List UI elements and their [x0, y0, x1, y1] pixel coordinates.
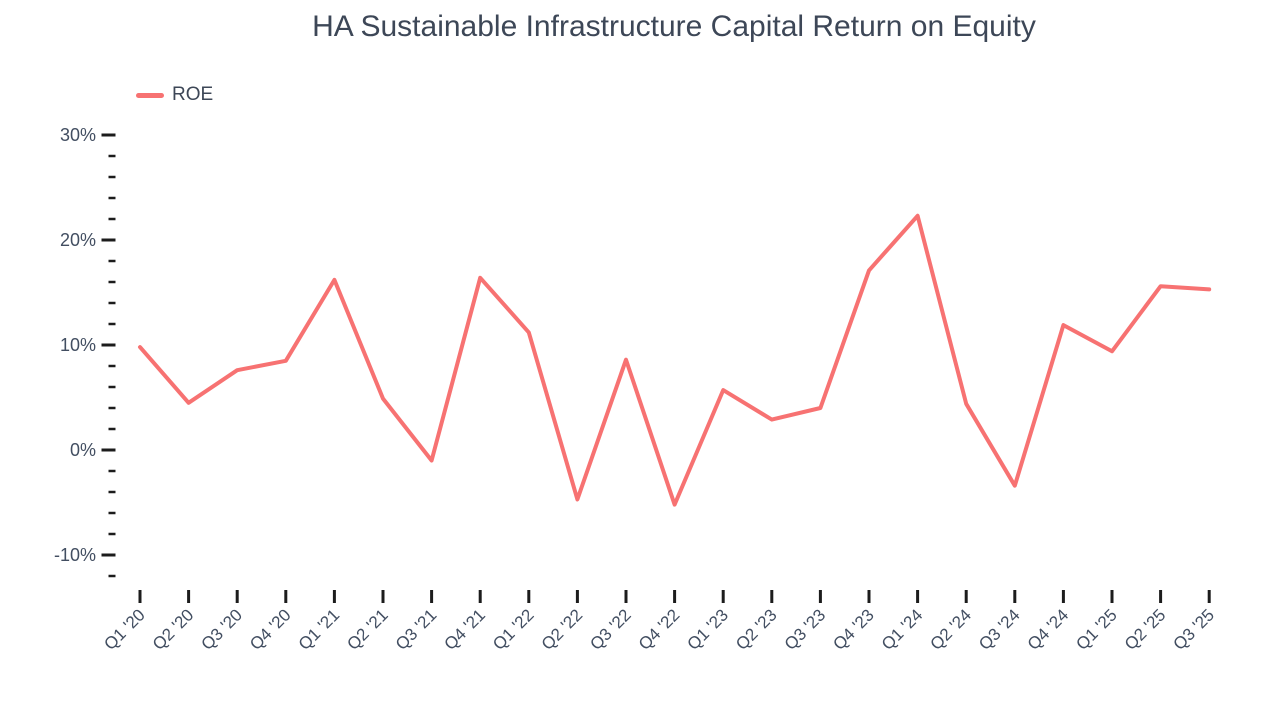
y-axis-tick-label: 20%	[60, 230, 96, 250]
x-axis-tick-label: Q1 '22	[489, 605, 537, 653]
x-axis-tick-label: Q3 '22	[586, 605, 634, 653]
roe-line-series	[138, 213, 1212, 507]
y-axis-tick-label: 0%	[70, 440, 96, 460]
x-axis-tick-label: Q4 '24	[1024, 605, 1072, 653]
x-axis-tick-label: Q3 '21	[392, 605, 440, 653]
x-axis-tick-label: Q2 '20	[149, 605, 197, 653]
x-axis-tick-label: Q1 '24	[878, 605, 926, 653]
x-axis-tick-label: Q4 '23	[829, 605, 877, 653]
x-axis-tick-label: Q4 '21	[441, 605, 489, 653]
x-axis-tick-label: Q3 '24	[975, 605, 1023, 653]
x-axis-tick-label: Q3 '25	[1170, 605, 1218, 653]
x-axis-tick-label: Q3 '20	[198, 605, 246, 653]
roe-legend-swatch-icon	[136, 92, 164, 98]
x-axis-tick-label: Q1 '25	[1072, 605, 1120, 653]
x-axis-tick-label: Q2 '25	[1121, 605, 1169, 653]
x-axis-tick-label: Q1 '21	[295, 605, 343, 653]
y-axis-tick-label: -10%	[54, 545, 96, 565]
x-axis-tick-label: Q2 '24	[927, 605, 975, 653]
y-axis-tick-label: 10%	[60, 335, 96, 355]
x-axis-tick-label: Q3 '23	[781, 605, 829, 653]
x-axis-tick-label: Q2 '22	[538, 605, 586, 653]
roe-legend-label: ROE	[172, 84, 214, 105]
x-axis-tick-label: Q1 '20	[100, 605, 148, 653]
legend: ROE	[136, 84, 213, 106]
x-axis-tick-label: Q2 '21	[343, 605, 391, 653]
x-axis-tick-label: Q2 '23	[732, 605, 780, 653]
chart-title: HA Sustainable Infrastructure Capital Re…	[312, 10, 1036, 43]
x-axis-tick-label: Q4 '20	[246, 605, 294, 653]
x-axis-tick-label: Q1 '23	[684, 605, 732, 653]
x-axis-tick-label: Q4 '22	[635, 605, 683, 653]
y-axis-tick-label: 30%	[60, 125, 96, 145]
